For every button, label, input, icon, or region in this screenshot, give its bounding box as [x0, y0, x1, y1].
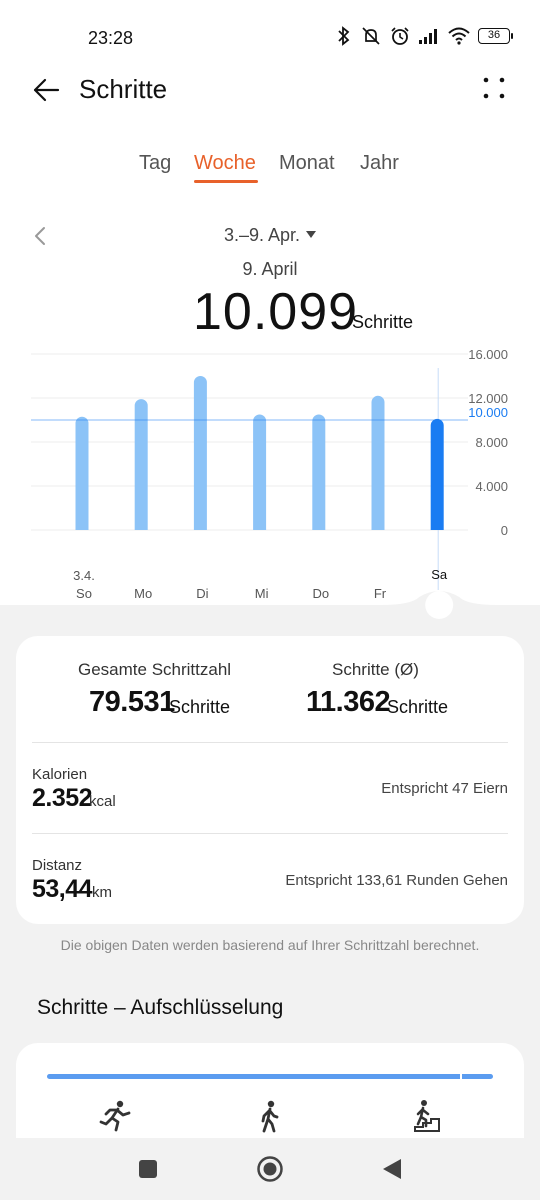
date-range-label: 3.–9. Apr.: [223, 225, 301, 245]
page-title: Schritte: [79, 74, 168, 104]
tab-woche[interactable]: Woche: [194, 152, 256, 174]
chart-x-tick-label: Fr: [374, 586, 387, 601]
running-icon: [99, 1100, 131, 1132]
chart-x-tick-label: Mi: [255, 586, 269, 601]
mute-icon: [362, 27, 380, 45]
distance-label: Distanz: [32, 857, 83, 874]
selected-date: 9. April: [242, 259, 298, 279]
chart-x-tick-label: So: [76, 586, 92, 601]
breakdown-bar: [47, 1074, 493, 1079]
calories-unit: kcal: [89, 793, 116, 810]
selected-step-value: 10.099: [193, 283, 359, 341]
wifi-icon: [448, 27, 470, 45]
status-bar: 23:28 36: [0, 0, 540, 70]
calories-note: Entspricht 47 Eiern: [381, 780, 508, 797]
tab-jahr[interactable]: Jahr: [360, 152, 399, 174]
previous-period-icon[interactable]: [30, 224, 50, 248]
system-navigation-bar: [0, 1138, 540, 1200]
selected-step-unit: Schritte: [352, 312, 414, 332]
period-tabs: Tag Woche Monat Jahr: [0, 148, 540, 188]
tab-monat[interactable]: Monat: [279, 152, 335, 174]
chart-x-tick-label: Di: [196, 586, 208, 601]
calories-label: Kalorien: [32, 766, 88, 783]
distance-unit: km: [92, 884, 112, 901]
avg-steps-value: 11.362: [306, 686, 391, 718]
chart-y-tick-label: 4.000: [475, 479, 508, 494]
chart-bottom-panel: [0, 591, 540, 630]
chart-x-tick-label: Do: [312, 586, 329, 601]
chart-x-tick-label: Sa: [431, 567, 448, 582]
recent-apps-icon[interactable]: [138, 1159, 158, 1179]
chart-bar: [75, 416, 89, 530]
breakdown-bar-separator: [460, 1074, 462, 1079]
total-steps-unit: Schritte: [169, 697, 231, 717]
top-panel: [0, 0, 540, 605]
divider: [32, 742, 508, 743]
signal-icon: [419, 29, 437, 44]
chart-selection-handle: [425, 591, 454, 619]
more-options-icon[interactable]: [482, 76, 506, 100]
chart-y-tick-label: 12.000: [468, 391, 508, 406]
breakdown-title: Schritte – Aufschlüsselung: [37, 996, 284, 1019]
steps-bar-chart[interactable]: 16.000 12.000 8.000 4.000 0 10.000 3.4. So Mo Di M…: [0, 340, 540, 630]
chart-y-tick-label: 16.000: [468, 347, 508, 362]
divider: [32, 833, 508, 834]
battery-indicator: 36: [478, 28, 513, 44]
date-range-selector[interactable]: 3.–9. Apr.: [0, 225, 540, 246]
walking-icon: [261, 1100, 279, 1133]
chart-bar: [371, 395, 385, 530]
avg-steps-label: Schritte (Ø): [332, 660, 419, 679]
tab-active-indicator: [194, 180, 258, 183]
app-bar: Schritte: [0, 70, 540, 110]
total-steps-value: 79.531: [89, 686, 175, 718]
chart-bar: [430, 418, 444, 530]
status-icons: 36: [336, 26, 513, 46]
back-nav-icon[interactable]: [382, 1158, 402, 1180]
chart-goal-label: 10.000: [468, 405, 508, 420]
chart-bar: [253, 414, 267, 530]
back-arrow-icon[interactable]: [30, 74, 62, 106]
stairs-icon: [414, 1100, 440, 1132]
summary-card: Gesamte Schrittzahl 79.531 Schritte Schr…: [16, 636, 524, 924]
distance-note: Entspricht 133,61 Runden Gehen: [285, 872, 508, 889]
home-icon[interactable]: [256, 1155, 284, 1183]
chart-bar: [193, 376, 207, 530]
status-time: 23:28: [88, 28, 134, 48]
avg-steps-unit: Schritte: [387, 697, 449, 717]
bluetooth-icon: [338, 26, 350, 46]
calories-value: 2.352: [32, 784, 93, 812]
chart-x-tick-label: Mo: [134, 586, 152, 601]
dropdown-caret-icon: [306, 230, 317, 238]
chart-bar: [134, 399, 148, 530]
distance-value: 53,44: [32, 875, 93, 903]
chart-y-tick-label: 8.000: [475, 435, 508, 450]
chart-y-tick-label: 0: [501, 523, 508, 538]
data-footnote: Die obigen Daten werden basierend auf Ih…: [60, 937, 480, 953]
chart-bar: [312, 414, 326, 530]
tab-tag[interactable]: Tag: [139, 152, 172, 174]
alarm-icon: [391, 27, 409, 45]
chart-x-date-label: 3.4.: [73, 568, 95, 583]
total-steps-label: Gesamte Schrittzahl: [78, 660, 232, 679]
